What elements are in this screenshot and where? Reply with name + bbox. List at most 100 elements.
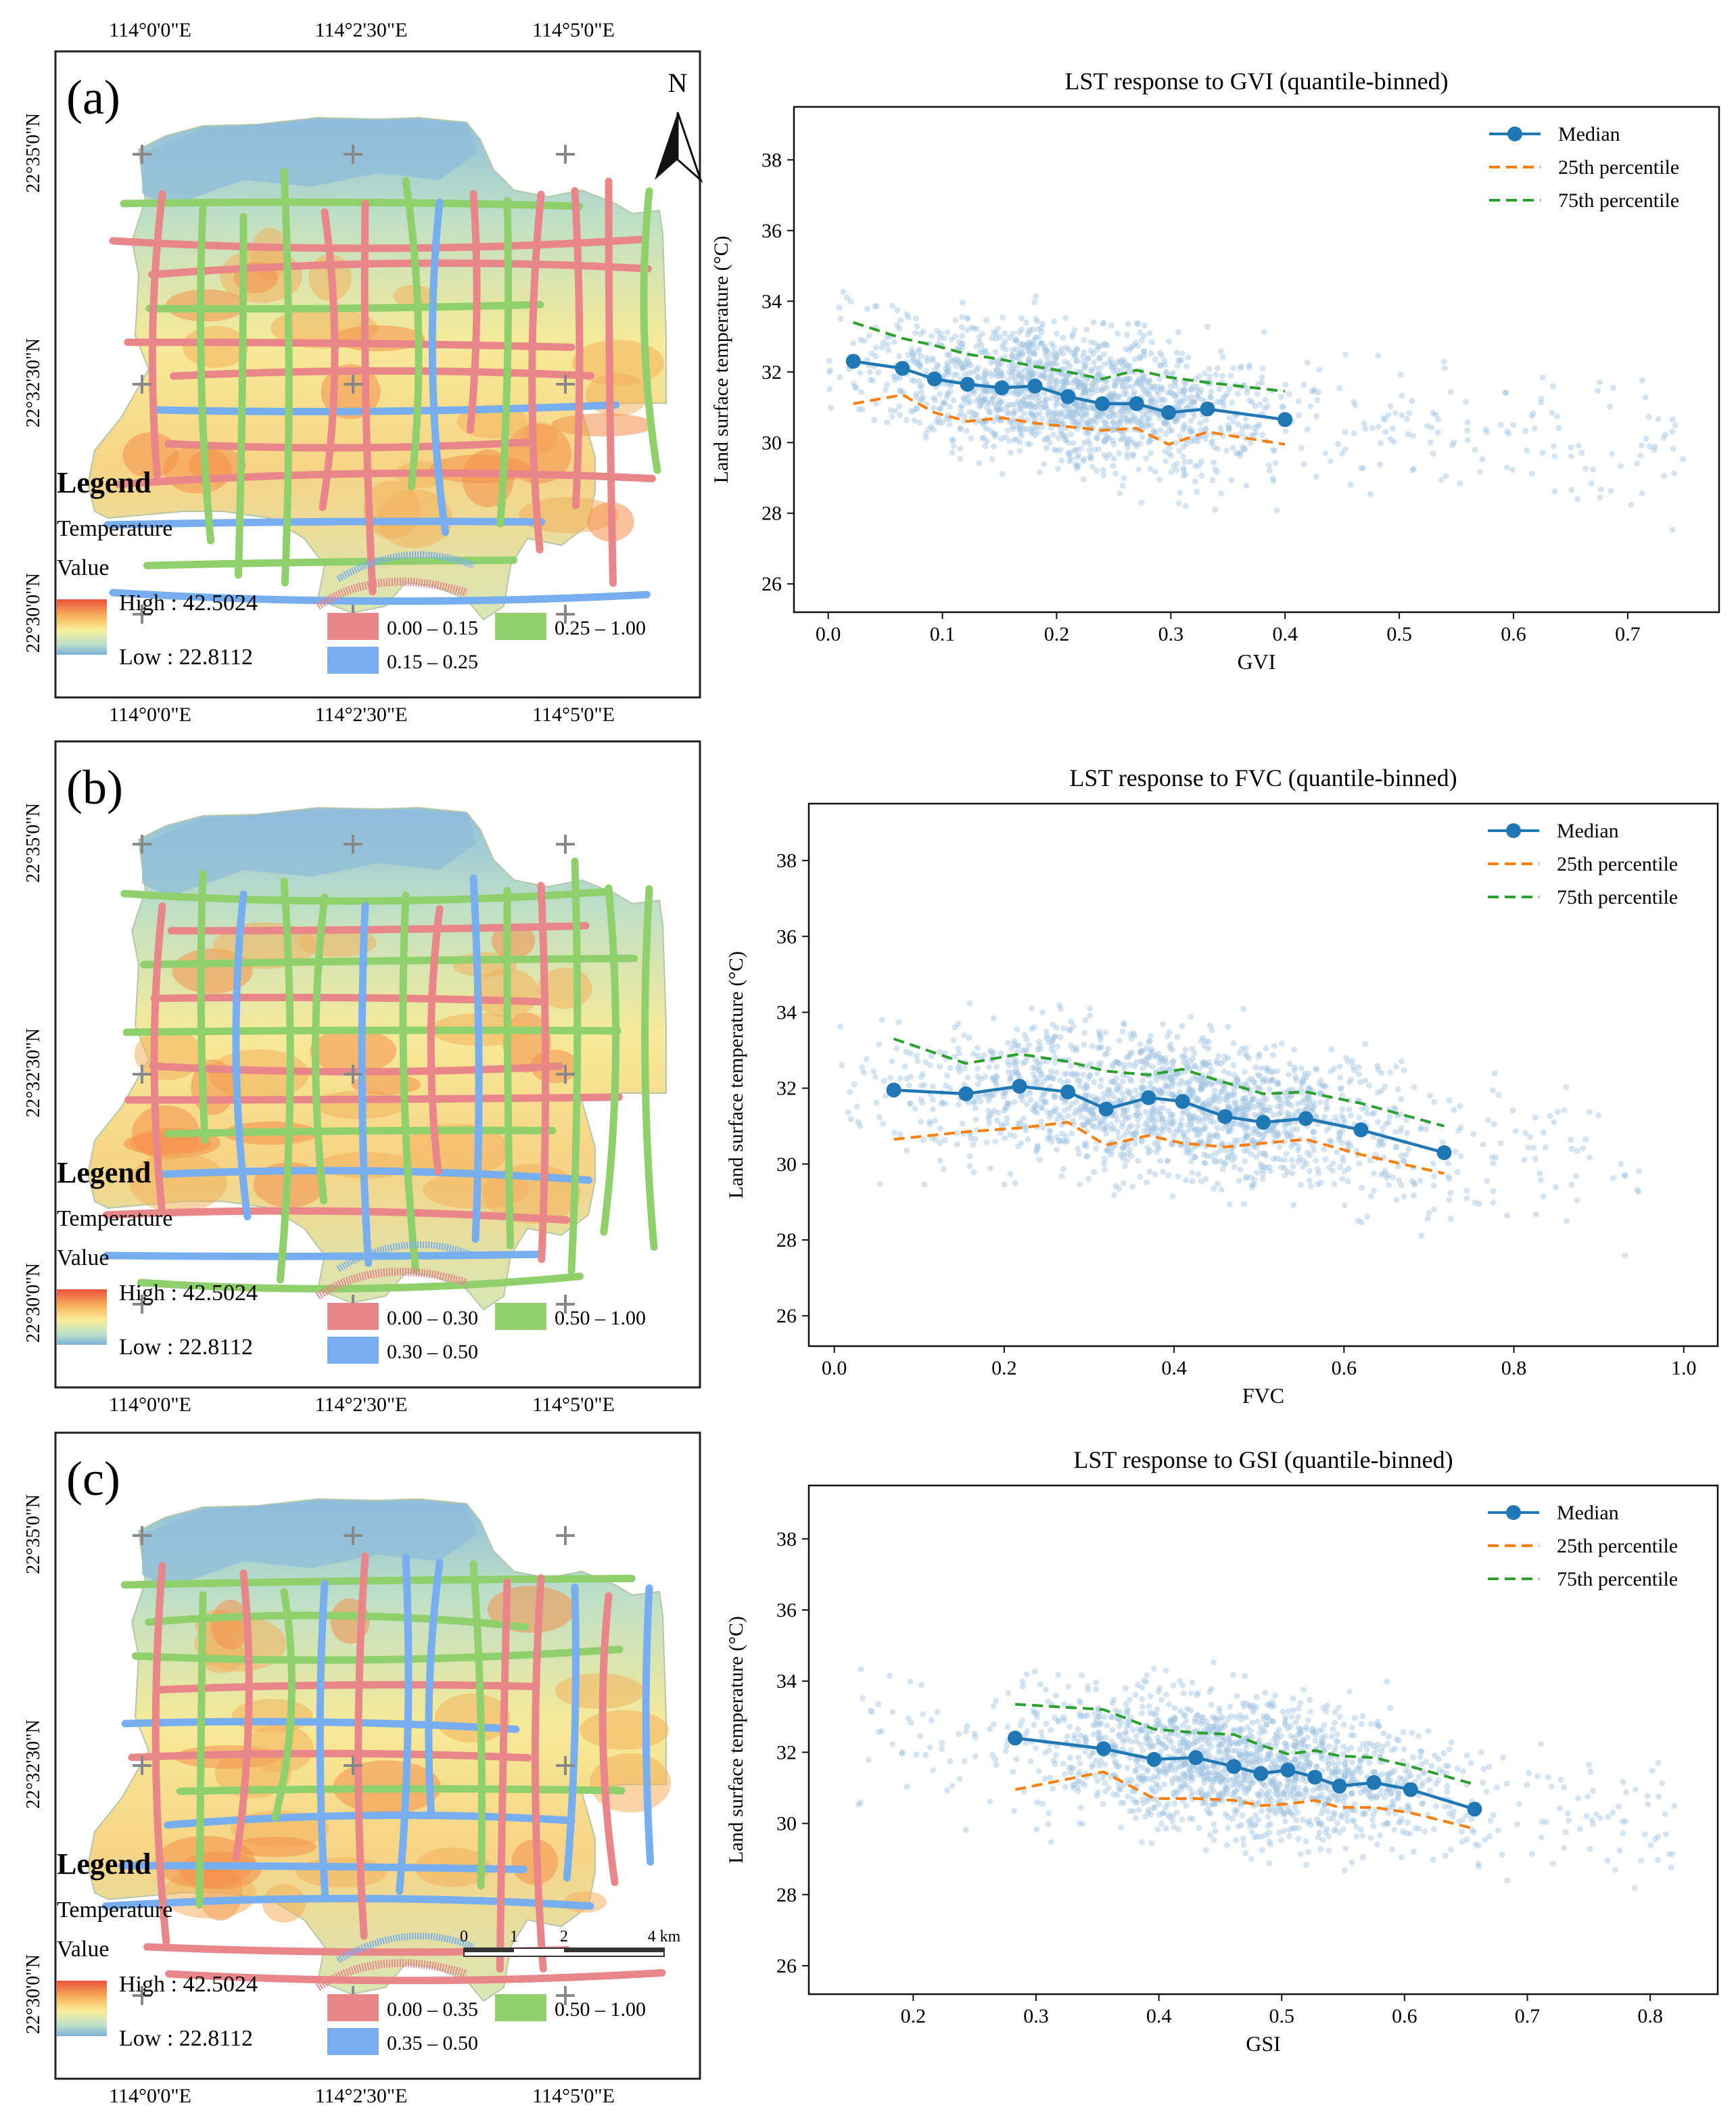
scatter-point [990,1050,997,1057]
scatter-point [1645,413,1652,420]
road-segment [128,1749,533,1762]
scatter-point [839,1061,845,1068]
scatter-point [875,369,882,376]
scatter-point [1081,1142,1088,1149]
scatter-point [1006,369,1012,375]
scatter-point [1490,1199,1497,1206]
scatter-point [1179,453,1186,460]
scatter-point [1148,1840,1155,1847]
scatter-point [1043,435,1050,442]
scatter-point [1104,1050,1110,1057]
scatter-point [1188,387,1194,394]
scatter-point [1387,436,1394,442]
scatter-point [1164,1157,1171,1164]
scatter-point [1125,369,1132,375]
scatter-point [1298,1065,1305,1071]
scatter-point [1215,445,1221,452]
scatter-point [1252,402,1259,409]
x-tick-label: 1.0 [1671,1357,1697,1379]
lat-tick-label: 22°35'0"N [23,803,44,883]
scatter-point [907,1678,914,1685]
scatter-point [1358,465,1365,471]
legend-label: 25th percentile [1557,853,1678,875]
scatter-point [1056,1002,1062,1009]
scatter-point [1655,1759,1662,1766]
scatter-point [1041,343,1048,350]
scatter-point [931,405,937,411]
scatter-point [1131,388,1137,395]
scatter-point [1538,399,1545,406]
scatter-point [1103,419,1110,426]
x-tick-label: 0.1 [930,623,956,645]
scatter-point [1148,350,1154,356]
scatter-point [1288,1143,1294,1150]
scatter-point [1582,465,1589,472]
scatter-point [995,363,1002,369]
scatter-point [1093,1145,1100,1152]
road-segment [120,888,610,905]
scatter-point [1393,1736,1400,1743]
scatter-point [1179,1023,1186,1030]
scatter-point [1497,422,1504,428]
scatter-point [1039,1105,1046,1111]
scatter-point [1081,364,1087,371]
road-segment [120,198,584,210]
scatter-point [995,358,1002,365]
scatter-point [960,363,966,370]
scatter-point [1568,1181,1575,1188]
scatter-point [1314,397,1321,403]
scatter-point [1444,1782,1451,1789]
road-segment [120,1575,637,1589]
scatter-point [1060,385,1066,392]
scatter-point [1504,1877,1511,1884]
scatter-point [1397,1128,1404,1134]
scatter-point [1152,400,1158,407]
scatter-point [1170,1745,1177,1751]
scatter-point [1137,1050,1144,1056]
scatter-point [1152,430,1159,436]
scatter-point [973,367,980,374]
scatter-point [956,344,962,351]
scatter-point [1168,1083,1175,1090]
scatter-point [1072,351,1078,358]
road-segment [428,198,450,536]
median-marker [1353,1122,1369,1138]
scatter-point [1115,376,1122,383]
scatter-point [1378,1070,1385,1076]
scatter-point [999,471,1006,478]
scatter-point [1100,471,1107,478]
scatter-point [1126,346,1133,353]
scatter-point [1148,410,1155,417]
scatter-point [1358,1721,1365,1728]
scatter-point [1141,332,1147,339]
scatter-point [1052,1059,1058,1066]
scatter-point [1449,442,1455,448]
scatter-point [1162,448,1169,455]
scatter-point [1017,350,1023,356]
scatter-point [1043,1035,1050,1042]
scatter-point [894,307,901,314]
scatter-point [1063,403,1070,410]
y-axis-label: Land surface temperature (°C) [710,236,732,484]
scatter-point [1371,1750,1378,1757]
scatter-point [1308,1822,1315,1828]
scatter-point [1375,1119,1382,1125]
scatter-point [903,1049,910,1055]
scatter-point [1220,399,1227,405]
scatter-point [1090,319,1097,326]
graticule-cross [556,605,575,624]
scatter-point [1410,1848,1417,1855]
scatter-point [1254,1816,1261,1823]
scatter-point [1317,1179,1324,1186]
scatter-point [1387,1705,1394,1711]
scatter-point [1053,378,1059,385]
scatter-point [1022,401,1029,408]
scatter-point [1366,1759,1373,1766]
scatter-point [1539,449,1546,456]
scatter-point [1276,1144,1283,1151]
scatter-point [1383,1789,1390,1795]
scatter-point [1066,1724,1073,1730]
scatter-point [1272,1692,1279,1699]
scatter-point [946,351,953,358]
scatter-point [1031,299,1038,305]
